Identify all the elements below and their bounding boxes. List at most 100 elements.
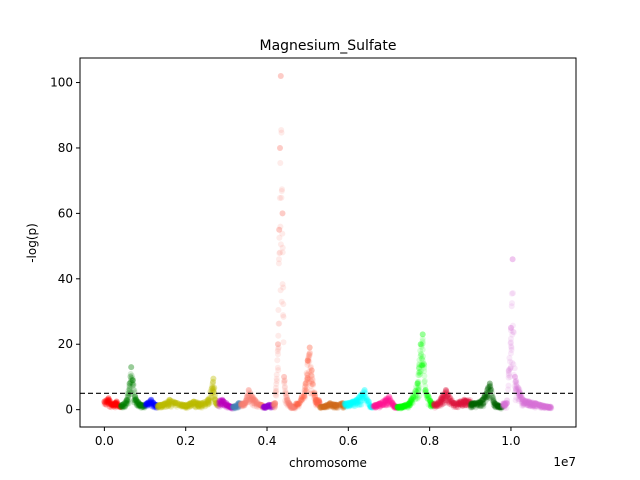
- data-point: [275, 346, 282, 353]
- data-point: [316, 399, 323, 406]
- data-point: [279, 210, 286, 217]
- data-point: [163, 400, 169, 407]
- data-point: [212, 397, 219, 404]
- data-point: [234, 403, 241, 410]
- data-point: [439, 395, 446, 402]
- data-point: [316, 400, 323, 407]
- data-point: [190, 399, 197, 405]
- data-point: [205, 400, 212, 407]
- data-point: [103, 398, 110, 405]
- data-point: [263, 403, 270, 410]
- data-point: [417, 341, 424, 348]
- data-point: [109, 401, 116, 408]
- data-point: [248, 397, 255, 404]
- data-point: [243, 396, 250, 403]
- data-point: [261, 403, 268, 410]
- data-point: [165, 401, 172, 408]
- data-point: [140, 401, 147, 408]
- data-point: [112, 399, 119, 406]
- data-point: [118, 402, 125, 409]
- data-point: [195, 403, 201, 410]
- data-point: [290, 403, 297, 410]
- data-point: [283, 397, 290, 404]
- data-point: [129, 377, 136, 384]
- data-point: [283, 390, 289, 397]
- data-point: [135, 400, 142, 407]
- data-point: [311, 395, 318, 402]
- data-point: [219, 400, 226, 407]
- data-point: [300, 393, 307, 400]
- data-point: [113, 403, 120, 410]
- data-point: [192, 398, 199, 405]
- data-point: [251, 400, 258, 407]
- data-point: [235, 400, 242, 407]
- data-point: [250, 394, 257, 401]
- data-point: [183, 402, 190, 409]
- data-point: [148, 396, 155, 403]
- data-point: [102, 397, 109, 404]
- data-point: [149, 400, 156, 407]
- data-point: [182, 404, 189, 411]
- data-point: [193, 400, 200, 407]
- data-point: [210, 387, 216, 394]
- data-point: [161, 401, 168, 408]
- y-tick-label: 0: [65, 403, 73, 417]
- data-point: [253, 403, 260, 410]
- data-point: [255, 402, 262, 409]
- data-point: [215, 400, 222, 407]
- data-point: [244, 397, 251, 404]
- data-point: [252, 397, 259, 404]
- data-point: [241, 402, 248, 409]
- data-point: [294, 402, 300, 408]
- data-point: [259, 403, 266, 410]
- data-point: [126, 382, 133, 389]
- data-point: [225, 405, 232, 411]
- data-point: [223, 400, 230, 407]
- data-point: [217, 401, 224, 408]
- data-point: [252, 398, 259, 405]
- data-point: [300, 392, 307, 399]
- data-point: [122, 399, 129, 406]
- data-point: [242, 401, 248, 408]
- data-point: [143, 401, 150, 407]
- data-point: [181, 402, 188, 409]
- data-point: [275, 367, 282, 374]
- data-point: [129, 377, 136, 384]
- data-point: [209, 385, 216, 392]
- data-point: [253, 399, 260, 406]
- data-point: [144, 403, 151, 410]
- data-point: [262, 405, 269, 411]
- data-point: [282, 389, 289, 396]
- data-point: [147, 399, 154, 406]
- data-point: [231, 403, 238, 410]
- data-point: [298, 397, 305, 403]
- data-point: [282, 390, 289, 397]
- data-point: [241, 400, 248, 407]
- data-point: [213, 400, 220, 407]
- data-point: [295, 402, 302, 409]
- data-point: [127, 371, 134, 377]
- data-point: [202, 401, 209, 408]
- data-point: [155, 403, 162, 410]
- data-point: [108, 401, 115, 407]
- data-point: [268, 404, 274, 411]
- data-point: [124, 392, 131, 399]
- data-point: [113, 399, 120, 406]
- data-point: [486, 380, 493, 387]
- data-point: [204, 398, 211, 405]
- data-point: [416, 361, 423, 368]
- data-point: [191, 403, 198, 410]
- data-point: [179, 401, 186, 408]
- data-point: [217, 400, 224, 407]
- data-point: [414, 380, 421, 387]
- data-point: [259, 404, 266, 411]
- data-point: [539, 402, 546, 408]
- data-point: [134, 399, 141, 406]
- data-point: [212, 396, 219, 403]
- data-point: [113, 400, 120, 407]
- data-point: [119, 401, 126, 408]
- data-point: [185, 402, 191, 409]
- data-point: [284, 402, 291, 409]
- data-point: [230, 403, 237, 410]
- y-tick-label: 80: [58, 141, 73, 155]
